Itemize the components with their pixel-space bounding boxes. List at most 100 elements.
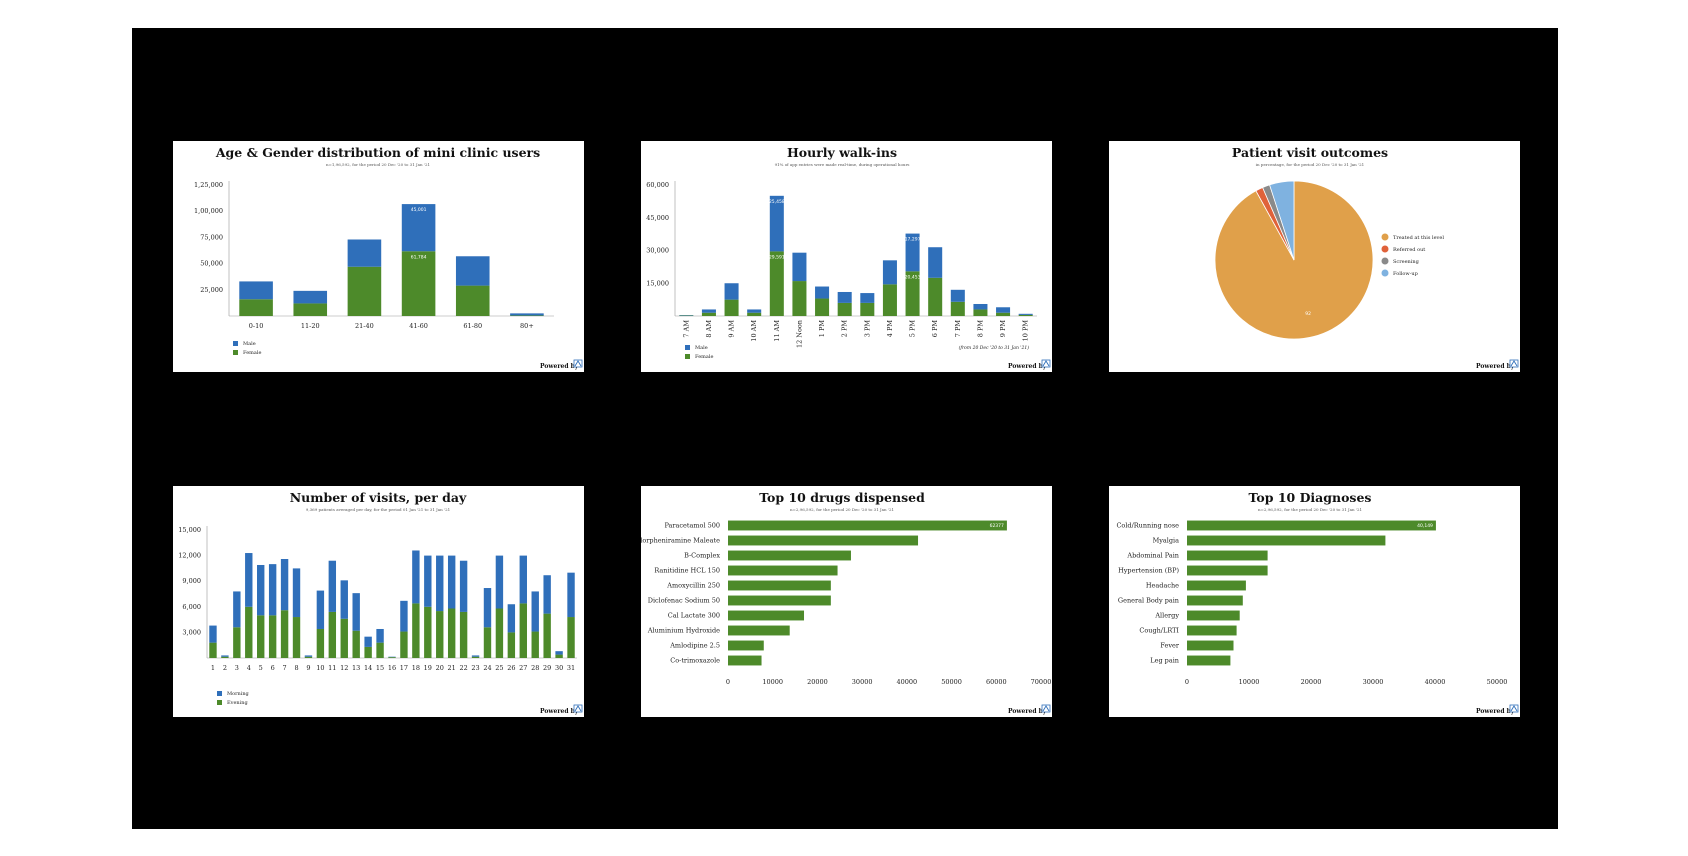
bar-diclofenac-sodium-50 xyxy=(728,595,831,606)
top-drugs-chart-card: Top 10 drugs dispensed n=2,96,592, for t… xyxy=(641,486,1052,717)
hourly-walkins-chart-card: Hourly walk-ins 91% of app entries were … xyxy=(641,141,1052,372)
bar-evening-27 xyxy=(519,603,527,658)
pie-slice-follow-up xyxy=(1269,180,1295,261)
bar-morning-2 xyxy=(221,655,229,657)
bar-cal-lactate-300 xyxy=(728,610,805,621)
bar-morning-9 xyxy=(304,655,313,657)
bar-morning-5 xyxy=(257,564,265,616)
x-tick-label: 5 xyxy=(259,664,263,672)
bar-ranitidine-hcl-150 xyxy=(728,565,838,576)
bar-male-0-10 xyxy=(239,281,273,300)
y-tick-label: 45,000 xyxy=(646,214,669,222)
bar-morning-15 xyxy=(376,628,384,643)
x-tick-label: 27 xyxy=(519,664,527,672)
bar-evening-31 xyxy=(567,617,575,658)
y-tick-label: 50,000 xyxy=(200,260,223,268)
data-label: 40,149 xyxy=(1417,523,1433,529)
bar-female-8-pm xyxy=(973,309,988,316)
bar-female-5-pm xyxy=(905,271,920,316)
bar-female-6-pm xyxy=(928,277,943,316)
bar-morning-20 xyxy=(436,555,444,612)
legend-swatch-morning xyxy=(217,691,222,696)
bar-morning-14 xyxy=(364,636,372,647)
y-tick-label: 1,00,000 xyxy=(194,207,223,215)
bar-co-trimoxazole xyxy=(728,655,762,666)
x-tick-label: 18 xyxy=(412,664,420,672)
chart-subtitle: in percentage, for the period 20 Dec '20… xyxy=(1256,162,1364,167)
bar-general-body-pain xyxy=(1187,595,1243,606)
bar-paracetamol-500 xyxy=(728,520,1007,531)
x-tick-label: 20000 xyxy=(1301,678,1322,686)
bar-morning-28 xyxy=(531,591,539,632)
chart-subtitle: n=2,96,592, for the period 20 Dec '20 to… xyxy=(1258,507,1362,512)
y-tick-label: 15,000 xyxy=(646,279,669,287)
bar-morning-4 xyxy=(245,553,253,607)
x-tick-label: 8 AM xyxy=(705,320,713,338)
bar-evening-20 xyxy=(436,611,444,658)
chart-title: Top 10 Diagnoses xyxy=(1249,490,1372,505)
chart-title: Number of visits, per day xyxy=(290,490,467,505)
bar-b-complex xyxy=(728,550,851,561)
y-tick-label: 6,000 xyxy=(182,603,201,611)
bar-male-4-pm xyxy=(882,260,897,285)
bar-evening-11 xyxy=(328,611,337,658)
bar-female-9-am xyxy=(724,299,739,316)
bar-evening-28 xyxy=(531,631,539,658)
legend-swatch-follow-up xyxy=(1381,269,1389,277)
legend-swatch-evening xyxy=(217,700,222,705)
category-label: Cold/Running nose xyxy=(1116,522,1179,530)
bar-female-11-am xyxy=(769,251,784,316)
daily-visits-chart-card: Number of visits, per day 9,369 patients… xyxy=(173,486,584,717)
bar-female-0-10 xyxy=(239,299,273,316)
legend-swatch-referred-out xyxy=(1381,245,1389,253)
bar-evening-18 xyxy=(412,603,420,658)
x-tick-label: 0 xyxy=(726,678,730,686)
bar-evening-25 xyxy=(495,608,504,658)
bar-morning-13 xyxy=(352,593,360,631)
bar-evening-14 xyxy=(364,646,372,658)
bar-morning-27 xyxy=(519,555,527,604)
data-label: 45,001 xyxy=(411,207,427,213)
bar-aluminium-hydroxide xyxy=(728,625,790,636)
age-gender-chart-card: Age & Gender distribution of mini clinic… xyxy=(173,141,584,372)
bar-male-61-80 xyxy=(455,256,490,286)
y-tick-label: 30,000 xyxy=(646,247,669,255)
legend-label-treated-at-this-level: Treated at this level xyxy=(1393,235,1444,241)
bar-chlorpheniramine-maleate xyxy=(728,535,919,546)
bar-evening-29 xyxy=(543,613,551,658)
y-tick-label: 1,25,000 xyxy=(194,181,223,189)
x-tick-label: 41-60 xyxy=(409,322,428,330)
category-label: Chlorpheniramine Maleate xyxy=(641,537,720,545)
category-label: Abdominal Pain xyxy=(1126,552,1179,560)
bar-female-10-pm xyxy=(1018,314,1033,316)
bar-morning-24 xyxy=(483,588,492,628)
visit-outcomes-chart: Patient visit outcomes in percentage, fo… xyxy=(1214,145,1519,370)
x-tick-label: 11 AM xyxy=(773,320,781,342)
x-tick-label: 11-20 xyxy=(301,322,320,330)
x-tick-label: 7 AM xyxy=(682,320,690,338)
powered-by-logo-icon xyxy=(1041,704,1051,713)
legend-swatch-treated-at-this-level xyxy=(1381,233,1389,241)
legend-swatch-screening xyxy=(1381,257,1389,265)
hourly-walkins-chart: Hourly walk-ins 91% of app entries were … xyxy=(646,145,1051,370)
bar-fever xyxy=(1187,640,1234,651)
bar-female-1-pm xyxy=(815,298,830,316)
category-label: Co-trimoxazole xyxy=(670,657,720,665)
category-label: B-Complex xyxy=(684,552,720,560)
bar-evening-4 xyxy=(245,606,253,658)
bar-evening-12 xyxy=(340,618,348,658)
bar-morning-1 xyxy=(209,625,217,643)
bar-male-9-pm xyxy=(996,307,1011,313)
category-label: Fever xyxy=(1160,642,1180,650)
bar-morning-21 xyxy=(447,555,456,609)
bar-evening-9 xyxy=(304,656,313,658)
bar-male-41-60 xyxy=(401,204,436,252)
data-label: 61,784 xyxy=(411,254,427,260)
x-tick-label: 9 PM xyxy=(999,320,1007,338)
x-tick-label: 60000 xyxy=(986,678,1007,686)
bar-morning-12 xyxy=(340,580,348,619)
x-tick-label: 4 PM xyxy=(886,320,894,338)
bar-female-9-pm xyxy=(996,312,1011,316)
bar-evening-16 xyxy=(388,657,396,658)
powered-by-logo-icon xyxy=(1509,359,1519,368)
